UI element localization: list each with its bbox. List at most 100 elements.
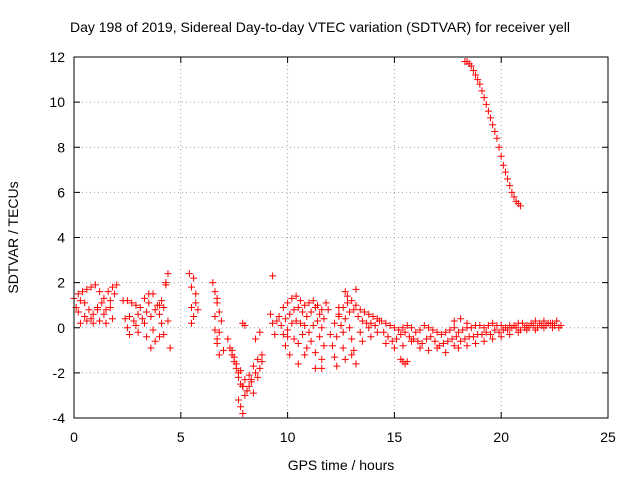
data-point: [431, 337, 439, 345]
data-point: [493, 134, 501, 142]
data-point: [373, 328, 381, 336]
data-point: [484, 321, 492, 329]
data-point: [215, 308, 223, 316]
data-point: [108, 315, 116, 323]
data-point: [93, 306, 101, 314]
data-point: [448, 335, 456, 343]
data-point: [480, 337, 488, 345]
data-point: [281, 315, 289, 323]
data-point: [531, 317, 539, 325]
data-point: [113, 281, 121, 289]
data-point: [378, 317, 386, 325]
data-point: [326, 331, 334, 339]
data-point: [454, 344, 462, 352]
data-point: [393, 335, 401, 343]
data-point: [158, 297, 166, 305]
data-point: [358, 337, 366, 345]
data-point: [111, 290, 119, 298]
data-point: [390, 324, 398, 332]
data-point: [328, 342, 336, 350]
data-point: [514, 328, 522, 336]
data-point: [463, 319, 471, 327]
y-tick-label: 10: [49, 94, 65, 110]
data-point: [341, 315, 349, 323]
data-point: [487, 331, 495, 339]
axis-ticks: 0 5 10 15 20 25 -4 -2 0 2 4 6 8 10 12: [49, 49, 616, 445]
data-point: [540, 324, 548, 332]
data-point: [318, 355, 326, 363]
data-point: [147, 312, 155, 320]
data-point: [307, 308, 315, 316]
data-point: [540, 317, 548, 325]
data-point: [128, 299, 136, 307]
data-point: [311, 364, 319, 372]
data-point: [510, 193, 518, 201]
data-point: [487, 114, 495, 122]
data-point: [81, 299, 89, 307]
data-point: [360, 308, 368, 316]
data-point: [399, 342, 407, 350]
data-point: [252, 369, 260, 377]
data-point: [296, 319, 304, 327]
data-point: [442, 328, 450, 336]
data-point: [121, 315, 129, 323]
data-point: [416, 344, 424, 352]
data-point: [162, 279, 170, 287]
data-point: [352, 301, 360, 309]
data-point: [123, 297, 131, 305]
data-point: [444, 337, 452, 345]
data-point: [519, 319, 527, 327]
data-point: [504, 175, 512, 183]
data-point: [472, 71, 480, 79]
data-point: [290, 306, 298, 314]
data-point: [155, 333, 163, 341]
data-point: [416, 326, 424, 334]
data-point: [367, 319, 375, 327]
data-point: [230, 353, 238, 361]
data-point: [160, 303, 168, 311]
data-point: [155, 310, 163, 318]
data-point: [422, 335, 430, 343]
data-point: [279, 331, 287, 339]
data-point: [96, 317, 104, 325]
x-tick-label: 0: [70, 429, 78, 445]
data-point: [234, 396, 242, 404]
data-point: [254, 373, 262, 381]
data-point: [442, 349, 450, 357]
y-tick-label: 0: [57, 320, 65, 336]
data-point: [335, 303, 343, 311]
data-point: [348, 335, 356, 343]
data-point: [106, 303, 114, 311]
data-point: [164, 317, 172, 325]
data-point: [508, 188, 516, 196]
data-point: [457, 337, 465, 345]
data-point: [346, 308, 354, 316]
data-point: [211, 312, 219, 320]
data-point: [269, 272, 277, 280]
data-point: [497, 321, 505, 329]
data-point: [459, 326, 467, 334]
y-tick-label: 12: [49, 49, 65, 65]
data-point: [348, 351, 356, 359]
data-point: [241, 391, 249, 399]
data-point: [192, 299, 200, 307]
data-point: [209, 279, 217, 287]
data-point: [74, 308, 82, 316]
data-point: [316, 333, 324, 341]
data-point: [305, 299, 313, 307]
data-point: [256, 328, 264, 336]
data-point: [155, 301, 163, 309]
data-point: [429, 326, 437, 334]
data-point: [555, 324, 563, 332]
data-point: [217, 317, 225, 325]
data-point: [318, 364, 326, 372]
data-point: [337, 321, 345, 329]
data-point: [548, 324, 556, 332]
data-point: [134, 328, 142, 336]
data-point: [369, 312, 377, 320]
data-point: [234, 369, 242, 377]
x-tick-label: 10: [280, 429, 296, 445]
data-point: [87, 283, 95, 291]
